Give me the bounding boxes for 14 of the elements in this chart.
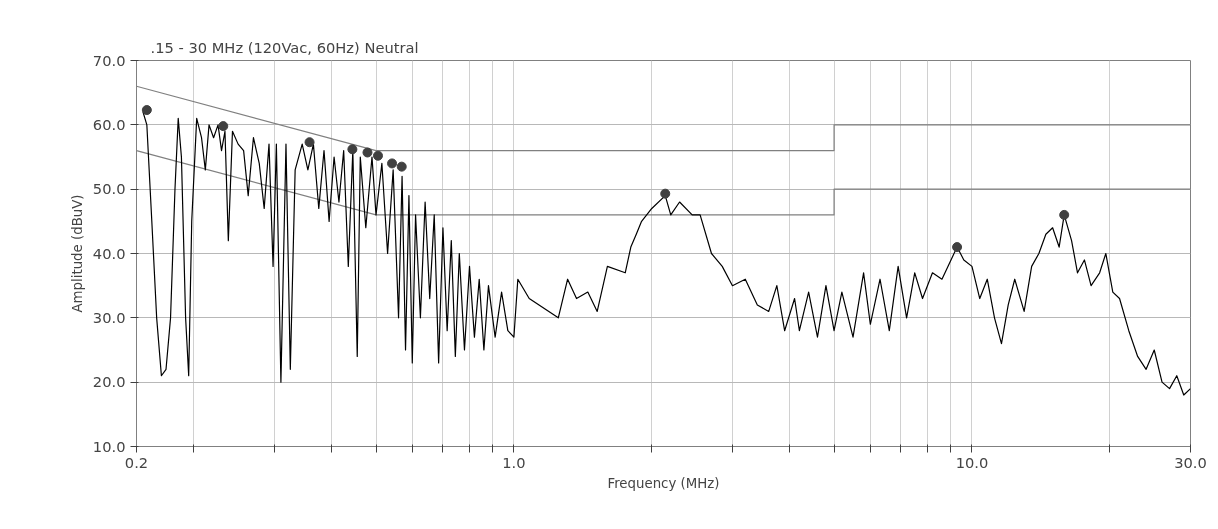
x-tick-label: 0.2 xyxy=(124,453,149,471)
y-tick-label: 20.0 xyxy=(92,373,126,391)
y-tick-label: 70.0 xyxy=(92,51,126,69)
x-axis-title: Frequency (MHz) xyxy=(607,475,720,491)
chart-title: .15 - 30 MHz (120Vac, 60Hz) Neutral xyxy=(150,38,419,56)
y-tick-label: 30.0 xyxy=(92,308,126,326)
x-tick-label: 1.0 xyxy=(502,453,526,471)
x-tick-label: 30.0 xyxy=(1174,453,1207,471)
y-axis-title: Amplitude (dBuV) xyxy=(69,194,85,313)
y-tick-label: 10.0 xyxy=(92,437,126,455)
y-tick-label: 60.0 xyxy=(92,115,126,133)
y-tick-label: 40.0 xyxy=(92,244,126,262)
x-tick-label: 10.0 xyxy=(955,453,989,471)
y-tick-label: 50.0 xyxy=(92,180,126,198)
